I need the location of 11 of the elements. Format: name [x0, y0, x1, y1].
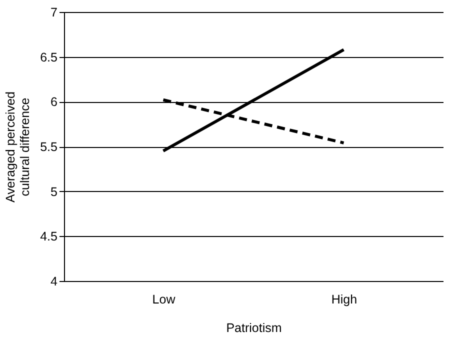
x-tick-label: Low — [152, 292, 176, 306]
y-tick-label: 4 — [50, 274, 58, 288]
y-tick-label: 5.5 — [40, 140, 58, 154]
y-tick-label: 6.5 — [40, 50, 58, 64]
y-tick-label: 5 — [50, 184, 58, 199]
y-tick-label: 4.5 — [40, 230, 58, 244]
x-tick-label: High — [331, 292, 358, 306]
y-axis-title: Averaged perceived cultural difference — [4, 91, 32, 202]
y-tick-label: 7 — [50, 6, 58, 20]
y-tick-label: 6 — [50, 95, 58, 110]
x-axis-title: Patriotism — [226, 321, 282, 335]
